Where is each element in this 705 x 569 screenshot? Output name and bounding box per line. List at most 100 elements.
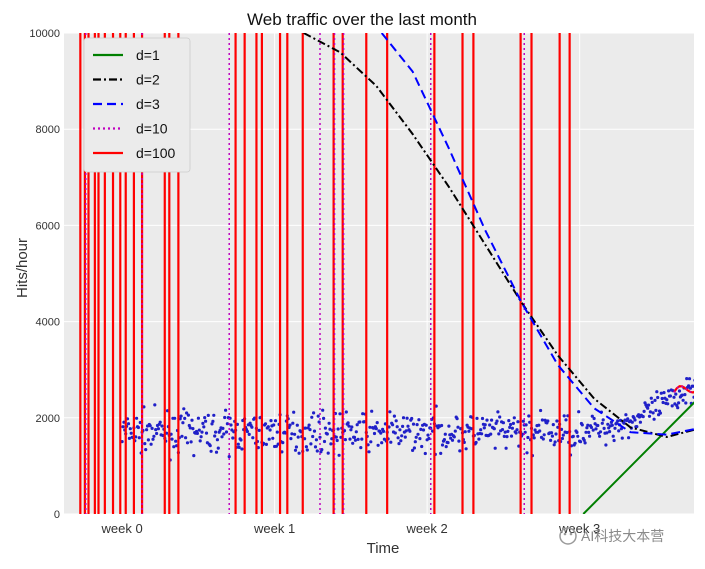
scatter-point — [633, 418, 636, 421]
scatter-point — [685, 377, 688, 380]
scatter-point — [522, 420, 525, 423]
scatter-point — [205, 432, 208, 435]
scatter-point — [598, 435, 601, 438]
y-tick-label: 4000 — [36, 317, 60, 329]
y-tick-label: 10000 — [29, 28, 60, 40]
scatter-point — [422, 428, 425, 431]
scatter-point — [631, 421, 634, 424]
scatter-point — [451, 439, 454, 442]
scatter-point — [172, 445, 175, 448]
scatter-point — [646, 407, 649, 410]
scatter-point — [564, 418, 567, 421]
scatter-point — [190, 419, 193, 422]
scatter-point — [515, 428, 518, 431]
scatter-point — [527, 414, 530, 417]
scatter-point — [231, 436, 234, 439]
scatter-point — [660, 392, 663, 395]
scatter-point — [538, 429, 541, 432]
scatter-point — [240, 447, 243, 450]
scatter-point — [656, 396, 659, 399]
scatter-point — [345, 410, 348, 413]
scatter-point — [554, 440, 557, 443]
scatter-point — [444, 433, 447, 436]
scatter-point — [151, 427, 154, 430]
scatter-point — [412, 423, 415, 426]
scatter-point — [310, 416, 313, 419]
scatter-point — [368, 426, 371, 429]
scatter-point — [326, 432, 329, 435]
legend-label: d=100 — [136, 145, 176, 161]
scatter-point — [467, 430, 470, 433]
scatter-point — [653, 418, 656, 421]
scatter-point — [306, 448, 309, 451]
scatter-point — [575, 431, 578, 434]
y-tick-label: 6000 — [36, 220, 60, 232]
scatter-point — [191, 427, 194, 430]
scatter-point — [180, 435, 183, 438]
scatter-point — [314, 445, 317, 448]
scatter-point — [515, 431, 518, 434]
scatter-point — [293, 433, 296, 436]
scatter-point — [562, 434, 565, 437]
scatter-point — [296, 424, 299, 427]
scatter-point — [182, 407, 185, 410]
scatter-point — [696, 386, 699, 389]
scatter-point — [380, 441, 383, 444]
scatter-point — [495, 420, 498, 423]
scatter-point — [183, 417, 186, 420]
x-axis-title: Time — [367, 540, 400, 557]
scatter-point — [347, 425, 350, 428]
scatter-point — [152, 435, 155, 438]
scatter-point — [406, 417, 409, 420]
scatter-point — [424, 452, 427, 455]
scatter-point — [269, 428, 272, 431]
scatter-point — [594, 427, 597, 430]
scatter-point — [446, 441, 449, 444]
scatter-point — [251, 436, 254, 439]
scatter-point — [127, 422, 130, 425]
scatter-point — [360, 438, 363, 441]
scatter-point — [274, 419, 277, 422]
scatter-point — [420, 445, 423, 448]
scatter-point — [359, 446, 362, 449]
y-tick-label: 0 — [54, 509, 60, 521]
scatter-point — [507, 419, 510, 422]
scatter-point — [653, 399, 656, 402]
scatter-point — [497, 432, 500, 435]
scatter-point — [596, 424, 599, 427]
scatter-point — [216, 438, 219, 441]
scatter-point — [129, 427, 132, 430]
scatter-point — [445, 445, 448, 448]
scatter-point — [207, 414, 210, 417]
scatter-point — [150, 443, 153, 446]
scatter-point — [587, 431, 590, 434]
scatter-point — [613, 439, 616, 442]
scatter-point — [394, 431, 397, 434]
scatter-point — [485, 419, 488, 422]
scatter-point — [502, 421, 505, 424]
scatter-point — [312, 411, 315, 414]
scatter-point — [145, 428, 148, 431]
scatter-point — [397, 436, 400, 439]
scatter-point — [388, 410, 391, 413]
scatter-point — [298, 452, 301, 455]
scatter-point — [539, 409, 542, 412]
scatter-point — [563, 414, 566, 417]
scatter-point — [324, 427, 327, 430]
scatter-point — [635, 425, 638, 428]
scatter-point — [643, 410, 646, 413]
scatter-point — [453, 435, 456, 438]
scatter-point — [554, 432, 557, 435]
scatter-point — [700, 373, 703, 376]
scatter-point — [224, 409, 227, 412]
scatter-point — [189, 426, 192, 429]
legend-label: d=3 — [136, 96, 160, 112]
scatter-point — [414, 440, 417, 443]
scatter-point — [174, 440, 177, 443]
scatter-point — [612, 435, 615, 438]
scatter-point — [329, 442, 332, 445]
scatter-point — [608, 430, 611, 433]
scatter-point — [393, 415, 396, 418]
scatter-point — [552, 423, 555, 426]
scatter-point — [184, 436, 187, 439]
